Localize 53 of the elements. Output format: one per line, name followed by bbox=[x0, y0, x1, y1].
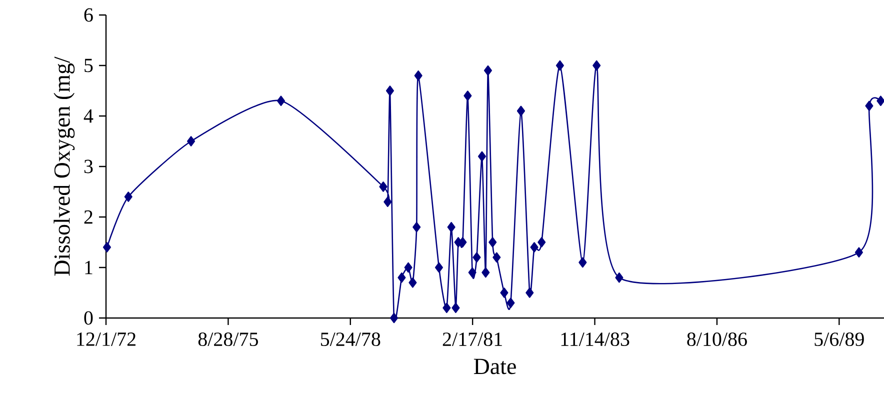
point bbox=[447, 222, 456, 232]
point bbox=[379, 182, 388, 192]
point bbox=[442, 302, 451, 314]
point bbox=[384, 196, 392, 207]
point bbox=[398, 272, 406, 283]
point bbox=[404, 262, 412, 273]
y-tick-label: 2 bbox=[84, 210, 92, 224]
point bbox=[492, 252, 501, 263]
point bbox=[390, 312, 398, 324]
x-tick-label: 5/6/89 bbox=[814, 332, 864, 346]
point bbox=[434, 262, 443, 273]
point bbox=[124, 192, 132, 202]
point bbox=[452, 302, 460, 314]
x-tick-label: 2/17/81 bbox=[442, 332, 502, 346]
point bbox=[506, 298, 515, 308]
point bbox=[414, 70, 422, 81]
point bbox=[865, 100, 874, 112]
point bbox=[500, 288, 508, 298]
point bbox=[472, 252, 481, 263]
point bbox=[526, 288, 534, 298]
point bbox=[468, 267, 476, 278]
point bbox=[578, 257, 587, 268]
point bbox=[530, 242, 538, 252]
x-tick-label: 12/1/72 bbox=[77, 332, 136, 346]
point bbox=[488, 237, 497, 248]
y-tick-label: 6 bbox=[84, 8, 93, 22]
x-tick-label: 8/10/86 bbox=[687, 332, 747, 346]
point bbox=[464, 90, 472, 101]
x-tick-label: 11/14/83 bbox=[561, 332, 630, 346]
point bbox=[276, 96, 286, 106]
point bbox=[484, 65, 492, 76]
y-tick-label: 3 bbox=[84, 160, 93, 174]
point bbox=[187, 136, 196, 146]
point bbox=[516, 106, 525, 116]
point bbox=[615, 272, 624, 283]
point bbox=[408, 277, 417, 288]
y-tick-label: 1 bbox=[85, 260, 92, 274]
y-tick-label: 4 bbox=[84, 109, 94, 123]
point bbox=[478, 151, 486, 162]
x-axis-title: Date bbox=[474, 358, 516, 374]
y-tick-label: 0 bbox=[84, 311, 93, 325]
point bbox=[102, 242, 112, 252]
y-axis-title: Dissolved Oxygen (mg/ bbox=[54, 56, 75, 276]
point bbox=[482, 267, 490, 278]
point bbox=[556, 60, 564, 71]
point bbox=[538, 237, 546, 248]
point bbox=[592, 60, 601, 71]
point bbox=[412, 222, 421, 232]
point bbox=[386, 86, 394, 96]
y-tick-label: 5 bbox=[84, 58, 93, 72]
x-tick-label: 5/24/78 bbox=[320, 332, 380, 346]
x-tick-label: 8/28/75 bbox=[198, 332, 258, 346]
point bbox=[854, 247, 863, 258]
